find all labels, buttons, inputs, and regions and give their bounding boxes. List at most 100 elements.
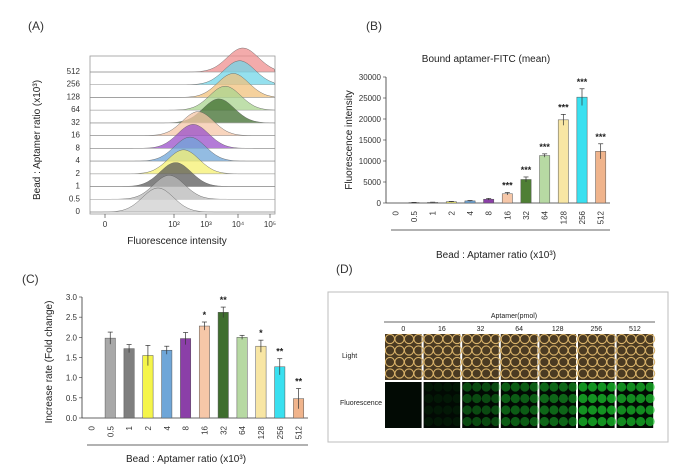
fluorescence-image [462,382,499,428]
fluorescent-bead [510,405,520,415]
bar [539,155,551,204]
bar [576,96,588,204]
bar [180,338,192,419]
bead-outline [451,333,463,345]
microscopy-column-label: 512 [629,326,641,333]
fluorescent-bead [568,405,578,415]
fluorescent-bead [539,393,550,404]
y-tick-label: 2.0 [66,333,78,342]
bar [123,348,135,419]
panel-a-xlabel: Fluorescence intensity [127,236,227,247]
y-tick-label: 5000 [363,178,381,187]
fluorescent-bead [578,416,588,427]
fluorescent-bead [617,393,627,404]
fluorescent-bead [443,405,453,415]
fluorescent-bead [626,405,636,415]
fluorescent-bead [424,405,434,415]
bead-outline [490,356,501,368]
microscopy-column-label: 32 [477,326,485,333]
fluorescent-bead [558,393,569,404]
fluorescent-bead [587,405,598,415]
category-label: 256 [578,210,587,224]
fluorescent-bead [539,382,550,392]
ratio-label: 1 [76,182,81,191]
bead-outline [606,333,617,345]
ratio-label: 4 [76,156,81,165]
fluorescent-bead [501,405,511,415]
y-tick-label: 3.0 [66,293,78,302]
category-label: 512 [597,210,606,224]
panel-b-bar-chart: Bound aptamer-FITC (mean) Fluorescence i… [344,54,610,261]
panel-a-ylabel: Bead : Aptamer ratio (x10³) [32,80,43,200]
bead-outline [606,368,617,379]
fluorescent-bead [452,382,462,392]
ratio-label: 0.5 [69,194,81,203]
significance-marker: *** [502,181,513,191]
fluorescent-bead [433,393,443,404]
bar [255,345,267,419]
ratio-label: 512 [67,67,81,76]
microscopy-column-label: 128 [552,326,564,333]
fluorescent-bead [645,382,655,392]
ratio-label: 2 [76,169,81,178]
fluorescent-bead [626,393,636,404]
bead-outline [413,368,424,379]
fluorescent-bead [636,382,646,392]
category-label: 64 [238,425,247,434]
fluorescent-bead [636,393,646,404]
y-tick-label: 0.0 [66,414,78,423]
fluorescent-bead [606,416,617,427]
fluorescent-bead [481,382,491,392]
fluorescent-bead [529,416,539,427]
category-label: 1 [429,210,438,215]
microscopy-column-label: 16 [438,326,446,333]
fluorescent-bead [501,393,511,404]
fluorescent-bead [626,416,636,427]
fluorescent-bead [578,405,588,415]
fluorescent-bead [578,393,588,404]
bead-outline [644,345,656,356]
fluorescent-bead [443,416,453,427]
fluorescent-bead [433,416,443,427]
category-label: 2 [144,425,153,430]
fluorescent-bead [433,405,443,415]
fluorescent-bead [645,405,655,415]
panel-b-ylabel: Fluorescence intensity [344,90,355,190]
fluorescent-bead [510,416,520,427]
fluorescent-bead [491,405,501,415]
bead-outline [644,356,656,368]
fluorescent-bead [452,416,462,427]
row-label-light: Light [342,353,357,360]
panel-d-microscopy: Aptamer(pmol) Light Fluorescence 0 16 32 64… [327,291,669,443]
fluorescent-bead [472,416,482,427]
panel-b-title: Bound aptamer-FITC (mean) [422,54,550,65]
category-label: 4 [163,425,172,430]
fluorescent-bead [491,382,501,392]
ratio-label: 64 [71,105,80,114]
significance-marker: *** [558,102,569,112]
bead-outline [413,356,424,368]
bead-outline [413,345,424,356]
bead-outline [529,333,540,345]
fluorescent-bead [606,382,617,392]
fluorescent-bead [452,405,462,415]
fluorescent-bead [433,382,443,392]
x-tick-label: 10⁴ [232,220,245,229]
significance-marker: *** [521,165,532,175]
fluorescent-bead [606,405,617,415]
row-label-fluorescence: Fluorescence [340,400,382,407]
fluorescent-bead [424,416,434,427]
fluorescent-bead [462,416,472,427]
microscopy-column-label: 64 [515,326,523,333]
fluorescent-bead [645,393,655,404]
significance-marker: *** [539,142,550,152]
fluorescent-bead [510,393,520,404]
fluorescent-bead [462,405,472,415]
y-tick-label: 25000 [359,94,382,103]
significance-marker: *** [577,77,588,87]
x-tick-label: 10³ [200,220,212,229]
fluorescent-bead [510,382,520,392]
bead-outline [606,356,617,368]
category-label: 0 [391,210,400,215]
